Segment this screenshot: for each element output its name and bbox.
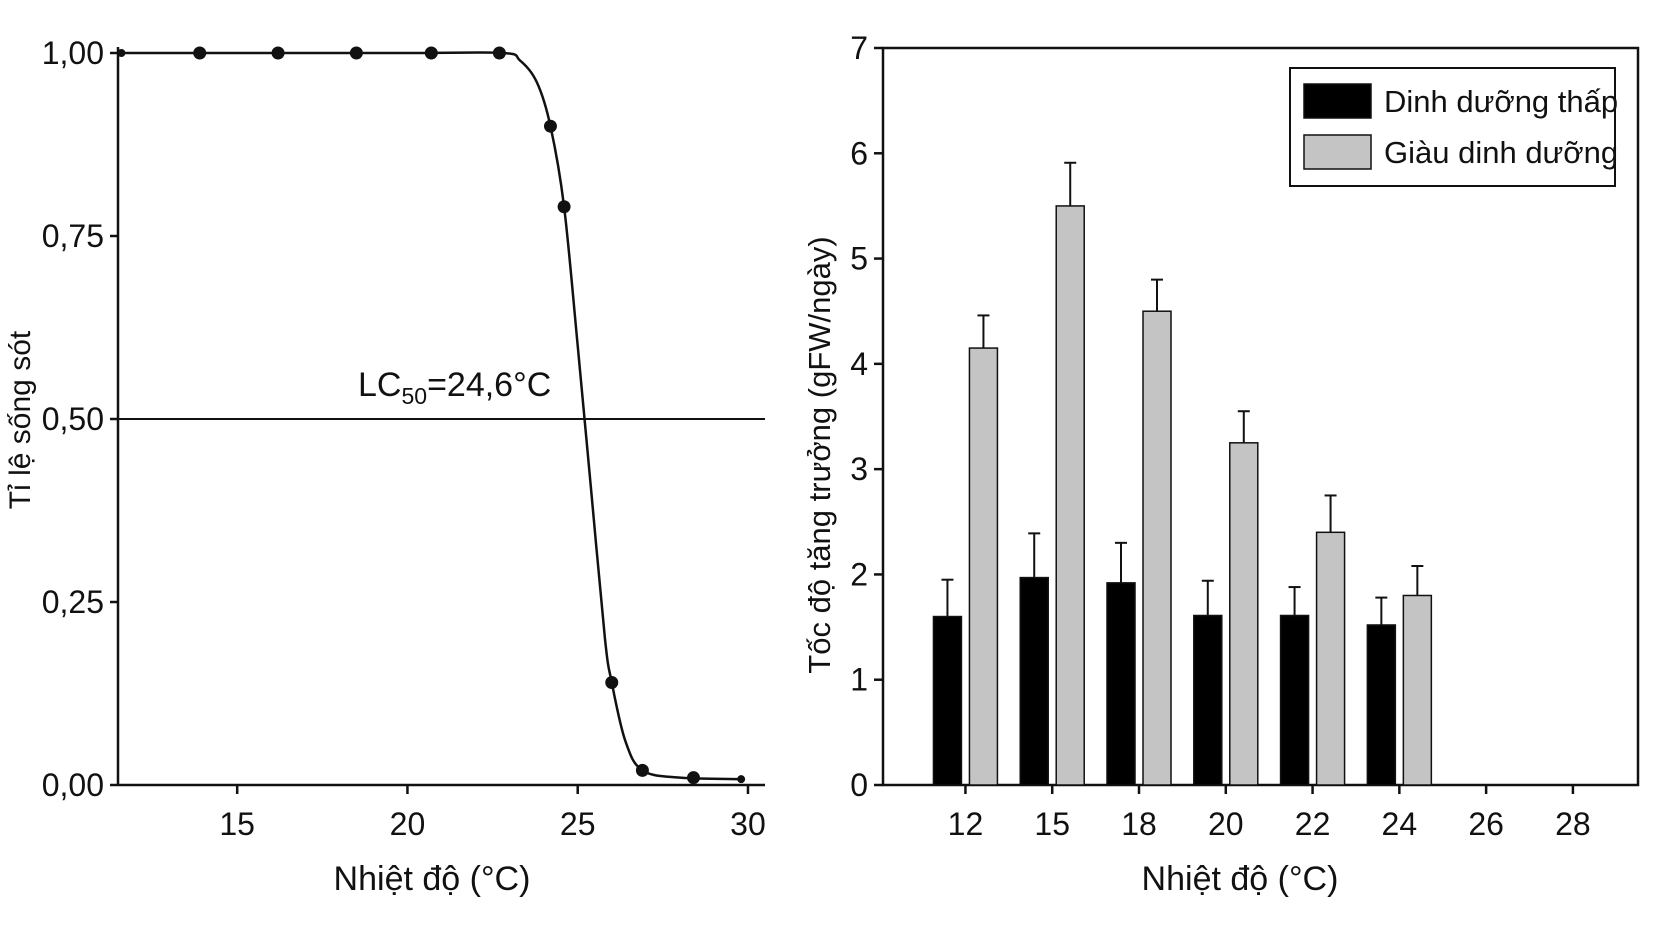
- left-y-tick-label: 0,25: [42, 584, 104, 620]
- left-x-tick-label: 15: [219, 806, 255, 842]
- right-y-tick-label: 2: [850, 556, 868, 592]
- right-x-tick-label: 12: [948, 806, 984, 842]
- left-x-tick-label: 25: [560, 806, 596, 842]
- bar-high-nutrient: [1229, 442, 1259, 786]
- left-x-tick-label: 30: [730, 806, 766, 842]
- bar-high-nutrient: [968, 347, 999, 786]
- survival-chart: 0,00 0,25 0,50 0,75 1,00 15 20 25 30 LC50=24,6°…: [4, 35, 766, 898]
- bar-low-nutrient: [1279, 614, 1310, 786]
- right-x-tick-label: 20: [1208, 806, 1244, 842]
- survival-curve: [121, 51, 742, 781]
- survival-point: [349, 46, 363, 60]
- legend: Dinh dưỡng thấp Giàu dinh dưỡng: [1289, 67, 1618, 187]
- lc50-annotation: LC50=24,6°C: [358, 366, 551, 409]
- right-y-tick-label: 4: [850, 346, 868, 382]
- lc50-subscript: 50: [401, 383, 427, 409]
- bar-low-nutrient: [1019, 576, 1049, 786]
- bar-high-nutrient: [1142, 310, 1172, 786]
- left-x-ticks: 15 20 25 30: [219, 785, 766, 842]
- right-x-tick-label: 28: [1555, 806, 1591, 842]
- survival-point: [117, 49, 126, 57]
- lc50-suffix: =24,6°C: [427, 366, 551, 404]
- left-y-tick-label: 0,50: [42, 401, 104, 437]
- error-bars: [941, 161, 1424, 625]
- bar-high-nutrient: [1402, 594, 1433, 786]
- right-plot-frame: [881, 46, 1640, 787]
- right-x-tick-label: 24: [1382, 806, 1418, 842]
- right-y-tick-label: 5: [850, 241, 868, 277]
- left-y-tick-label: 0,00: [42, 767, 104, 803]
- bar-high-nutrient: [1315, 531, 1346, 786]
- right-y-axis-label: Tốc độ tăng trưởng (gFW/ngày): [802, 236, 837, 673]
- bar-low-nutrient: [932, 615, 963, 786]
- right-x-ticks: 12 15 18 20 22 24 26 28: [948, 785, 1591, 842]
- survival-point: [492, 46, 506, 60]
- left-x-axis-label: Nhiệt độ (°C): [334, 860, 531, 898]
- survival-point: [686, 771, 700, 785]
- survival-point: [635, 763, 649, 777]
- bar-low-nutrient: [1193, 614, 1223, 786]
- legend-swatch-low-nutrient: [1303, 83, 1372, 119]
- left-x-tick-label: 20: [390, 806, 426, 842]
- right-x-tick-label: 15: [1034, 806, 1070, 842]
- left-y-axis-label: Tỉ lệ sống sót: [4, 330, 37, 509]
- left-y-tick-label: 1,00: [42, 35, 104, 71]
- bar-low-nutrient: [1106, 582, 1136, 786]
- right-y-tick-label: 6: [850, 135, 868, 171]
- right-x-tick-label: 18: [1121, 806, 1157, 842]
- right-y-tick-label: 7: [850, 30, 868, 66]
- left-y-tick-label: 0,75: [42, 218, 104, 254]
- right-x-tick-label: 22: [1295, 806, 1331, 842]
- bar-series: [932, 205, 1433, 786]
- survival-point: [543, 119, 557, 133]
- right-x-axis-label: Nhiệt độ (°C): [1142, 860, 1339, 898]
- survival-point: [737, 775, 746, 784]
- survival-point: [193, 46, 207, 60]
- survival-point: [557, 200, 571, 214]
- right-x-tick-label: 26: [1468, 806, 1504, 842]
- right-y-ticks: 0 1 2 3 4 5 6 7: [850, 30, 883, 803]
- right-y-tick-label: 1: [850, 662, 868, 698]
- left-y-ticks: 0,00 0,25 0,50 0,75 1,00: [42, 35, 118, 803]
- bar-high-nutrient: [1055, 205, 1085, 786]
- legend-label-low-nutrient: Dinh dưỡng thấp: [1384, 84, 1618, 119]
- survival-point: [271, 46, 285, 60]
- lc50-prefix: LC: [358, 366, 401, 404]
- legend-swatch-high-nutrient: [1303, 134, 1372, 170]
- survival-point: [605, 676, 619, 690]
- survival-point: [424, 46, 438, 60]
- survival-points: [117, 46, 746, 785]
- right-y-tick-label: 0: [850, 767, 868, 803]
- bar-low-nutrient: [1366, 624, 1397, 786]
- right-y-tick-label: 3: [850, 451, 868, 487]
- legend-label-high-nutrient: Giàu dinh dưỡng: [1384, 135, 1618, 170]
